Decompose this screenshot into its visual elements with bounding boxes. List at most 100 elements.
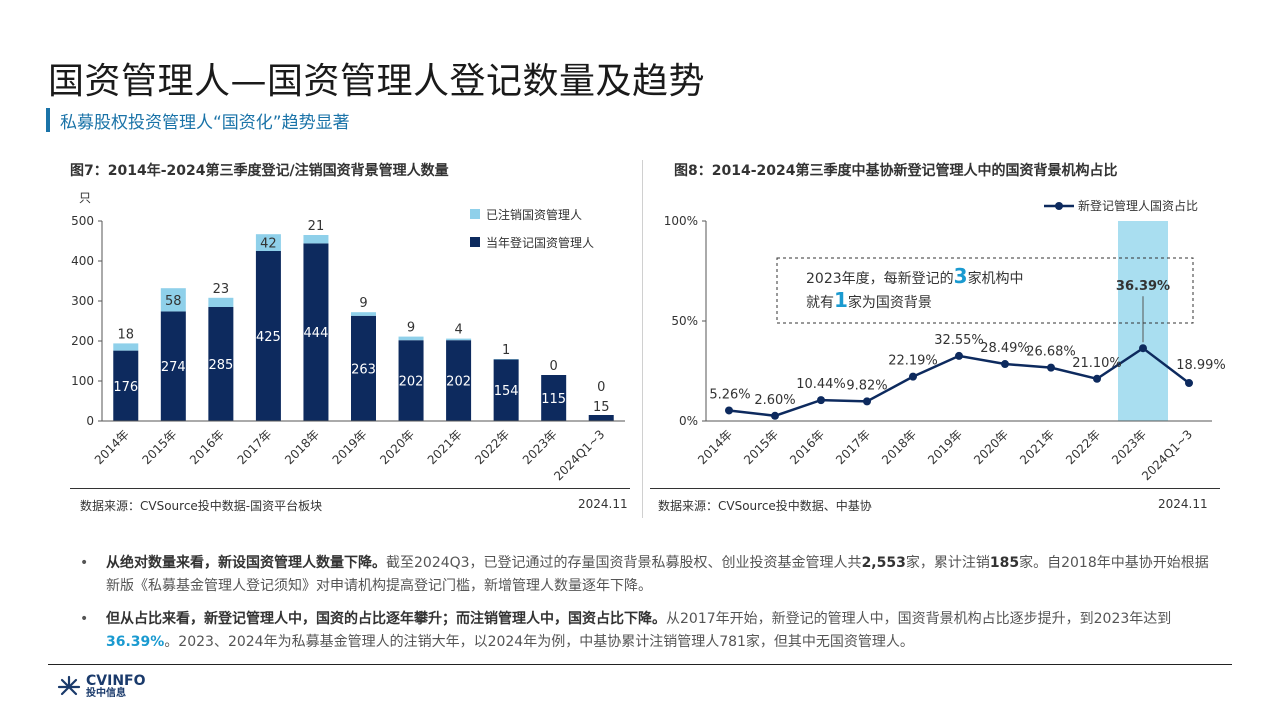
fig7-x-tick-label: 2020年 [377, 427, 417, 467]
fig8-line-point [1185, 379, 1193, 388]
fig7-bar-cancelled [351, 312, 376, 316]
fig7-bar-registered [398, 340, 424, 421]
fig8-x-axis: 2014年 2015年 2016年 2017年 2018年 2019年 2020年 2021年… [695, 420, 1212, 483]
fig8-point-label: 28.49% [980, 341, 1030, 356]
fig7-bar-registered-label: 115 [541, 392, 566, 407]
bullet-2-highlight: 36.39% [106, 634, 165, 650]
fig7-legend-swatch-cancelled [470, 209, 480, 219]
fig7-x-tick-label: 2017年 [235, 427, 275, 467]
cvinfo-logo: CVINFO 投中信息 [56, 674, 146, 700]
fig8-point-label: 5.26% [709, 387, 750, 402]
bullet-2-text-a: 从2017年开始，新登记的管理人中，国资背景机构占比逐步提升，到2023年达到 [666, 611, 1172, 627]
fig7-bar-registered-label: 176 [113, 380, 138, 395]
fig8-legend-marker [1055, 202, 1063, 210]
fig7-source-rule [70, 488, 630, 489]
fig7-y-tick-label: 200 [71, 334, 94, 348]
fig7-bar-cancelled-label: 0 [550, 359, 558, 374]
fig7-bar-registered [493, 359, 519, 421]
fig8-x-tick-label: 2016年 [787, 427, 827, 467]
fig7-bar-cancelled [398, 336, 424, 341]
fig7-bar-registered-label: 425 [256, 330, 281, 345]
logo-text-cn: 投中信息 [86, 688, 126, 699]
bullet-1: • 从绝对数量来看，新设国资管理人数量下降。截至2024Q3，已登记通过的存量国… [80, 552, 1210, 598]
fig8-line-point [863, 397, 871, 406]
fig7-bar-registered-label: 274 [161, 360, 186, 375]
fig8-legend-label: 新登记管理人国资占比 [1078, 198, 1198, 213]
fig7-bar-cancelled-label: 9 [359, 296, 367, 311]
bullet-1-num-b: 185 [989, 555, 1020, 571]
fig8-x-tick-label: 2019年 [925, 427, 965, 467]
fig7-bar-cancelled-label: 9 [407, 321, 415, 336]
fig7-bar-cancelled [446, 338, 472, 341]
fig8-line-point [1001, 360, 1009, 369]
fig7-bar-cancelled-label: 18 [117, 327, 134, 342]
fig8-annotation-line2: 就有1家为国资背景 [806, 288, 932, 312]
subtitle-accent-bar [46, 108, 50, 132]
fig8-point-label: 9.82% [846, 378, 887, 393]
fig7-bar-cancelled [255, 234, 281, 251]
fig7-bar-registered [351, 315, 376, 421]
fig7-bar-registered [541, 375, 567, 421]
fig7-bar-registered-label: 202 [399, 375, 424, 390]
bullet-dot: • [80, 555, 89, 571]
fig7-bar-registered-label: 202 [446, 375, 471, 390]
cvinfo-logo-icon [57, 675, 81, 696]
fig7-bar-registered-label: 15 [593, 400, 610, 415]
fig8-x-tick-label: 2017年 [833, 427, 873, 467]
fig8-title: 图8：2014-2024第三季度中基协新登记管理人中的国资背景机构占比 [674, 163, 1118, 179]
bullet-1-text-a: 截至2024Q3，已登记通过的存量国资背景私募股权、创业投资基金管理人共 [386, 555, 862, 571]
fig7-bar-cancelled-label: 4 [454, 323, 462, 338]
fig8-point-label: 26.68% [1026, 345, 1076, 360]
fig7-x-tick-label: 2015年 [139, 427, 179, 467]
fig7-y-tick-label: 100 [71, 374, 94, 388]
fig7-bar-cancelled [303, 235, 329, 244]
page-subtitle: 私募股权投资管理人“国资化”趋势显著 [60, 112, 350, 133]
fig8-line-point [1093, 374, 1101, 383]
fig7-y-tick-label: 400 [71, 254, 94, 268]
fig7-bar-registered [208, 307, 234, 421]
fig7-x-tick-label: 2016年 [187, 427, 227, 467]
fig8-line-point [1139, 344, 1147, 353]
fig7-bar-registered [113, 350, 139, 421]
fig8-source: 数据来源：CVSource投中数据、中基协 [658, 499, 872, 513]
fig7-x-axis: 2014年 2015年 2016年 2017年 2018年 2019年 2020年 2021年… [92, 420, 625, 483]
fig7-x-tick-label: 2022年 [472, 427, 512, 467]
fig8-x-tick-label: 2021年 [1017, 427, 1057, 467]
footer-rule [48, 664, 1232, 665]
fig8-x-tick-label: 2014年 [695, 427, 735, 467]
fig7-bar-cancelled-label: 21 [308, 219, 325, 234]
fig7-bar-registered-label: 154 [494, 384, 519, 399]
bullet-1-text-b: 家，累计注销 [905, 555, 990, 571]
fig7-y-axis: 0 100 200 300 400 500 [71, 214, 103, 428]
bullet-dot: • [80, 611, 89, 627]
fig8-y-tick-label: 100% [664, 214, 698, 228]
bullet-2: • 但从占比来看，新登记管理人中，国资的占比逐年攀升；而注销管理人中，国资占比下… [80, 608, 1210, 654]
fig8-point-label: 22.19% [888, 354, 938, 369]
fig7-bar-registered-label: 263 [351, 362, 376, 377]
fig8-date: 2024.11 [1158, 497, 1208, 511]
fig8-line-point [1047, 363, 1055, 372]
fig8-point-label: 10.44% [796, 377, 846, 392]
fig7-y-tick-label: 300 [71, 294, 94, 308]
fig7-x-tick-label: 2019年 [330, 427, 370, 467]
fig7-unit-label: 只 [79, 191, 91, 205]
fig7-bar-registered [588, 415, 614, 421]
fig7-bar-cancelled [208, 297, 234, 307]
fig7-title: 图7：2014年-2024第三季度登记/注销国资背景管理人数量 [70, 163, 449, 179]
fig7-y-tick-label: 0 [86, 414, 94, 428]
fig8-y-tick-label: 0% [679, 414, 698, 428]
fig7-bar-cancelled-label: 42 [260, 237, 277, 252]
fig8-point-label: 2.60% [754, 393, 795, 408]
fig7-x-tick-label: 2018年 [282, 427, 322, 467]
fig7-bar-registered-label: 285 [208, 358, 233, 373]
fig8-point-label: 36.39% [1116, 279, 1170, 294]
fig7-bar-registered-label: 444 [304, 326, 329, 341]
logo-text-en: CVINFO [86, 673, 146, 689]
fig8-x-tick-label: 2015年 [741, 427, 781, 467]
fig7-bar-cancelled-label: 23 [213, 282, 230, 297]
fig7-bar-cancelled-label: 0 [597, 380, 605, 395]
fig8-line-point [725, 406, 733, 415]
fig8-point-label: 21.10% [1072, 356, 1122, 371]
